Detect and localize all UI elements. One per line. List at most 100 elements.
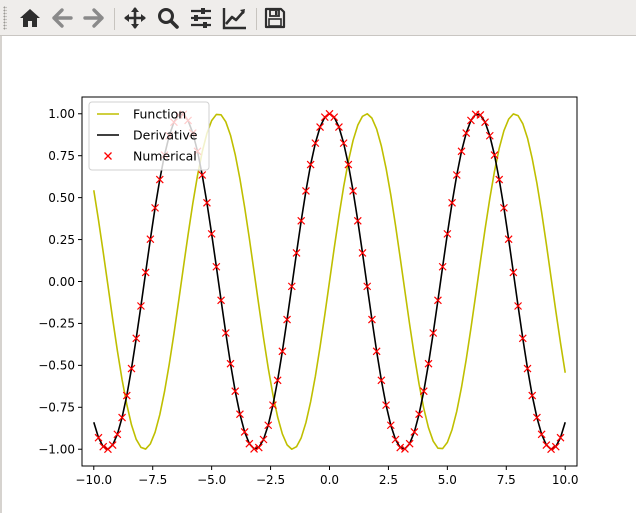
numerical-marker xyxy=(485,131,494,140)
numerical-marker xyxy=(424,359,433,368)
edit-axes-button[interactable] xyxy=(221,4,249,32)
figure-canvas[interactable]: −10.0 −7.5 −5.0 −2.5 0.0 2.5 5.0 7.5 10.0 1.00 0.… xyxy=(0,36,636,513)
numerical-marker xyxy=(221,329,230,337)
x-tick-label: 7.5 xyxy=(497,473,516,487)
numerical-marker xyxy=(325,109,334,118)
numerical-marker xyxy=(410,428,419,436)
numerical-marker xyxy=(443,229,452,238)
numerical-marker xyxy=(467,116,475,125)
numerical-marker xyxy=(292,249,301,257)
numerical-marker xyxy=(377,376,386,385)
forward-button[interactable] xyxy=(80,4,108,32)
numerical-marker xyxy=(94,433,103,442)
numerical-marker xyxy=(283,315,291,324)
y-tick-label: −1.00 xyxy=(38,443,75,457)
numerical-series xyxy=(94,109,565,454)
subplots-config-icon xyxy=(191,8,211,28)
numerical-marker xyxy=(462,129,471,137)
numerical-marker xyxy=(137,302,145,310)
numerical-marker xyxy=(259,435,268,444)
y-tick-label: −0.75 xyxy=(38,401,75,415)
numerical-marker xyxy=(203,198,211,207)
numerical-marker xyxy=(330,113,339,122)
zoom-button[interactable] xyxy=(154,4,182,32)
numerical-marker xyxy=(269,401,277,410)
numerical-marker xyxy=(495,175,504,184)
numerical-marker xyxy=(141,268,150,277)
numerical-marker xyxy=(363,282,372,291)
numerical-marker xyxy=(118,413,126,422)
y-tick-label: 1.00 xyxy=(48,107,75,121)
numerical-marker xyxy=(198,171,207,179)
x-tick-label: −5.0 xyxy=(197,473,226,487)
numerical-marker xyxy=(556,433,565,442)
numerical-marker xyxy=(372,347,381,356)
pan-button[interactable] xyxy=(121,4,149,32)
numerical-marker xyxy=(151,203,159,212)
home-button[interactable] xyxy=(16,4,44,32)
numerical-marker xyxy=(405,439,414,448)
numerical-marker xyxy=(236,410,244,419)
toolbar-grip-handle[interactable] xyxy=(3,6,7,30)
numerical-marker xyxy=(429,329,438,337)
numerical-marker xyxy=(391,435,400,444)
save-button[interactable] xyxy=(261,4,289,32)
zoom-magnifier-icon xyxy=(158,8,179,29)
window-left-edge xyxy=(0,36,2,513)
numerical-marker xyxy=(217,296,225,305)
numerical-marker xyxy=(297,216,306,225)
x-axis: −10.0 −7.5 −5.0 −2.5 0.0 2.5 5.0 7.5 10.0 xyxy=(75,466,579,487)
numerical-marker xyxy=(264,421,273,430)
numerical-marker xyxy=(287,282,296,291)
numerical-marker xyxy=(108,441,117,449)
x-tick-label: 5.0 xyxy=(438,473,457,487)
x-tick-label: −7.5 xyxy=(138,473,167,487)
function-series xyxy=(92,112,567,451)
numerical-marker xyxy=(509,268,518,277)
x-tick-label: 0.0 xyxy=(320,473,339,487)
numerical-marker xyxy=(358,249,367,257)
numerical-marker xyxy=(226,359,235,368)
numerical-marker xyxy=(349,187,357,195)
numerical-marker xyxy=(434,296,442,305)
numerical-marker xyxy=(311,139,320,148)
numerical-marker xyxy=(419,387,428,396)
numerical-marker xyxy=(500,203,508,212)
numerical-marker xyxy=(368,315,376,324)
forward-arrow-icon xyxy=(83,8,104,28)
numerical-marker xyxy=(415,410,423,419)
numerical-marker xyxy=(523,364,532,373)
numerical-marker xyxy=(452,171,461,179)
numerical-marker xyxy=(250,444,258,453)
y-axis: 1.00 0.75 0.50 0.25 0.00 −0.25 −0.50 −0.75 −1.00 xyxy=(38,107,82,457)
numerical-marker xyxy=(448,198,456,207)
numerical-marker xyxy=(212,262,221,271)
numerical-marker xyxy=(132,334,141,343)
configure-subplots-button[interactable] xyxy=(187,4,215,32)
numerical-marker xyxy=(353,216,362,225)
numerical-marker xyxy=(146,235,155,244)
numerical-marker xyxy=(339,139,348,148)
legend-label-derivative: Derivative xyxy=(133,128,198,143)
y-tick-label: 0.00 xyxy=(48,275,75,289)
back-button[interactable] xyxy=(48,4,76,32)
toolbar-separator xyxy=(256,8,257,30)
numerical-marker xyxy=(278,347,287,356)
home-icon xyxy=(20,9,40,27)
toolbar-separator xyxy=(114,8,115,30)
legend-numerical-swatch xyxy=(104,152,112,160)
numerical-marker xyxy=(438,262,447,271)
numerical-marker xyxy=(99,442,108,451)
numerical-marker xyxy=(504,235,513,244)
save-floppy-icon xyxy=(264,7,286,29)
numerical-marker xyxy=(344,160,353,169)
numerical-marker xyxy=(254,443,263,452)
numerical-marker xyxy=(207,229,216,238)
numerical-marker xyxy=(382,401,390,410)
legend-label-function: Function xyxy=(133,107,186,122)
function-line xyxy=(92,112,567,451)
x-tick-label: −10.0 xyxy=(75,473,112,487)
numerical-marker xyxy=(113,430,122,439)
legend-label-numerical: Numerical xyxy=(133,149,197,164)
pan-move-icon xyxy=(124,7,146,29)
